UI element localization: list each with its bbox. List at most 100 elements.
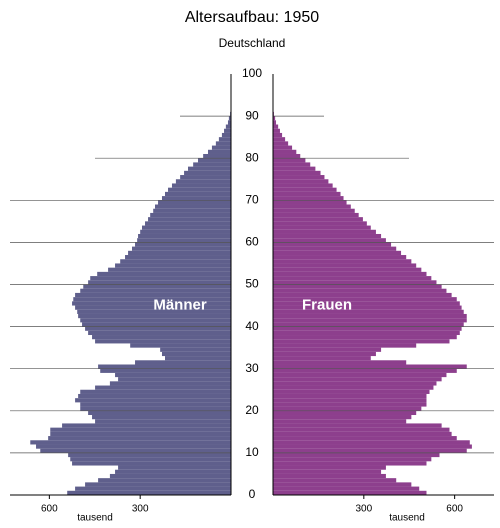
bar xyxy=(273,486,420,491)
bar xyxy=(273,423,442,428)
bar xyxy=(273,170,321,176)
bar xyxy=(85,326,231,331)
bar xyxy=(70,457,231,462)
bar xyxy=(92,415,231,420)
bar xyxy=(273,259,412,264)
bar xyxy=(273,431,452,437)
bar xyxy=(273,368,457,373)
bar xyxy=(95,339,232,344)
bar xyxy=(118,465,231,470)
bar xyxy=(97,271,231,277)
bar xyxy=(90,276,231,281)
bar xyxy=(273,120,277,125)
bar xyxy=(273,436,457,441)
x-unit: tausend xyxy=(77,513,113,524)
bar xyxy=(273,402,427,407)
bar xyxy=(273,448,467,453)
x-tick-label: 600 xyxy=(41,504,58,515)
bar xyxy=(98,478,231,483)
bar xyxy=(188,166,231,171)
bar xyxy=(273,318,467,323)
bar xyxy=(273,267,422,272)
bar xyxy=(78,393,231,399)
bar xyxy=(175,179,231,184)
bar xyxy=(273,137,286,142)
bar xyxy=(273,250,402,256)
bar xyxy=(68,452,231,458)
bar xyxy=(273,128,280,133)
bar xyxy=(132,246,231,251)
bar xyxy=(273,473,386,479)
bar xyxy=(95,419,232,424)
bar xyxy=(273,398,427,403)
bar xyxy=(273,166,316,171)
bar xyxy=(80,406,231,411)
bar xyxy=(273,149,297,154)
bar xyxy=(221,132,231,138)
bar xyxy=(273,162,311,167)
bar xyxy=(273,427,450,432)
bar xyxy=(128,250,231,256)
bar xyxy=(273,313,467,319)
y-tick-label: 0 xyxy=(249,487,256,501)
y-tick-label: 60 xyxy=(245,235,259,249)
bar xyxy=(273,393,427,399)
bar xyxy=(72,301,231,306)
bar xyxy=(273,263,417,268)
bar xyxy=(158,200,231,205)
bar xyxy=(50,427,231,432)
y-tick-label: 50 xyxy=(245,277,259,291)
bar xyxy=(92,335,231,340)
bar xyxy=(109,381,231,386)
bar xyxy=(207,149,231,154)
x-unit: tausend xyxy=(389,513,425,524)
bar xyxy=(273,381,437,386)
bar xyxy=(193,162,231,167)
bar xyxy=(273,415,412,420)
y-tick-label: 40 xyxy=(245,319,259,333)
bar xyxy=(273,301,460,306)
bar xyxy=(218,137,231,142)
bar xyxy=(273,410,417,416)
bar xyxy=(40,448,231,453)
bar xyxy=(150,212,231,218)
bar xyxy=(273,440,470,445)
chart-subtitle: Deutschland xyxy=(219,36,286,50)
bar xyxy=(273,187,337,192)
bar xyxy=(273,204,351,209)
bar xyxy=(273,377,442,382)
bar xyxy=(130,343,231,348)
bar xyxy=(273,444,472,449)
bar xyxy=(135,242,231,247)
bar xyxy=(171,183,231,188)
bar xyxy=(160,347,231,352)
bar xyxy=(273,116,276,121)
bar xyxy=(273,217,363,222)
bar xyxy=(88,280,232,285)
bar xyxy=(115,372,231,378)
bar xyxy=(80,402,231,407)
bar xyxy=(50,431,231,437)
bar xyxy=(161,196,231,201)
bar xyxy=(273,212,359,218)
bar xyxy=(80,389,231,394)
x-tick-label: 600 xyxy=(446,504,463,515)
bar xyxy=(215,141,231,146)
bar xyxy=(273,191,341,197)
bar xyxy=(75,305,231,310)
bar xyxy=(83,284,231,289)
bar xyxy=(273,452,440,458)
bar xyxy=(100,368,232,373)
bar xyxy=(273,490,427,495)
bar xyxy=(273,153,301,159)
y-tick-label: 80 xyxy=(245,150,259,164)
bar xyxy=(165,356,231,361)
bar xyxy=(88,330,232,336)
bar xyxy=(153,208,231,213)
bar xyxy=(273,356,371,361)
bar xyxy=(168,187,231,192)
bar xyxy=(72,461,231,466)
bar xyxy=(273,322,464,327)
bar xyxy=(273,478,397,483)
bar xyxy=(73,297,231,302)
